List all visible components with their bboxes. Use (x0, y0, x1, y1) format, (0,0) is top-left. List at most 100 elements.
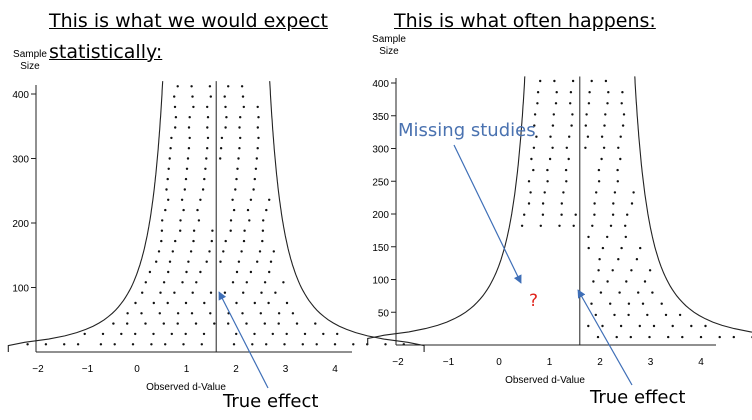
study-dot (539, 79, 542, 83)
study-dot (171, 250, 174, 253)
study-dot (209, 291, 213, 294)
true-effect-arrow-left (218, 291, 269, 389)
study-dot (268, 198, 271, 201)
study-dot (192, 229, 196, 232)
study-dot (601, 324, 604, 328)
study-dot (203, 177, 206, 181)
study-dot (236, 167, 239, 170)
study-dot (206, 147, 209, 150)
study-dot (596, 335, 600, 339)
study-dot (224, 239, 227, 243)
study-dot (523, 213, 526, 216)
study-dot (225, 116, 228, 119)
study-dot (186, 157, 190, 160)
study-dot (224, 105, 227, 109)
study-dot (232, 208, 236, 212)
study-dot (314, 322, 317, 325)
study-dot (184, 177, 188, 181)
study-dot (204, 167, 207, 170)
study-dot (620, 102, 623, 105)
study-dot (265, 208, 268, 212)
funnel-left-boundary (367, 76, 526, 345)
study-dot (240, 250, 243, 253)
study-dot (237, 260, 241, 263)
study-dot (277, 312, 281, 315)
study-dot (131, 343, 135, 346)
x-tick-label: −2 (32, 364, 44, 375)
study-dot (173, 291, 176, 294)
x-tick-label: 0 (496, 357, 502, 368)
study-dot (173, 95, 176, 98)
study-dot (245, 281, 248, 284)
study-dot (630, 202, 634, 205)
study-dot (597, 168, 601, 172)
study-dot (182, 208, 185, 212)
study-dot (190, 312, 194, 315)
study-dot (189, 250, 193, 253)
study-dot (169, 147, 172, 150)
study-dot (253, 177, 256, 181)
study-dot (150, 343, 153, 346)
study-dot (167, 198, 170, 201)
study-dot (161, 219, 164, 222)
study-dot (530, 157, 533, 161)
study-dot (256, 147, 259, 150)
x-tick-label: 3 (648, 357, 654, 368)
study-dot (600, 135, 604, 138)
study-dot (541, 213, 545, 216)
study-dot (256, 126, 259, 129)
study-dot (546, 180, 549, 183)
study-dot (199, 198, 202, 201)
study-dot (303, 332, 307, 336)
study-dot (237, 157, 240, 160)
study-dot (619, 324, 623, 328)
study-dot (690, 324, 693, 328)
study-dot (560, 213, 563, 216)
study-dot (239, 116, 242, 119)
study-dot (567, 157, 570, 161)
study-dot (258, 250, 262, 253)
study-dot (229, 229, 232, 232)
y-tick-label: 100 (12, 284, 29, 295)
study-dot (224, 126, 227, 129)
study-dot (238, 147, 241, 150)
study-dot (231, 198, 234, 201)
x-tick-label: 1 (184, 364, 190, 375)
study-dot (611, 213, 615, 216)
study-dot (162, 281, 166, 284)
study-dot (336, 332, 339, 336)
study-dot (664, 313, 668, 317)
study-dot (223, 95, 226, 98)
study-dot (257, 136, 260, 140)
study-dot (262, 219, 265, 222)
study-dot (206, 116, 210, 119)
study-dot (571, 79, 575, 83)
study-dot (699, 335, 703, 339)
study-dot (638, 324, 641, 328)
study-dot (184, 301, 188, 305)
study-dot (615, 335, 618, 339)
study-dot (621, 91, 624, 94)
study-dot (208, 250, 211, 253)
study-dot (166, 301, 169, 305)
study-dot (621, 124, 625, 127)
study-dot (651, 291, 654, 294)
study-dot (570, 124, 573, 127)
study-dot (243, 229, 246, 232)
true-effect-label-right: True effect (590, 387, 686, 408)
study-dot (616, 168, 619, 172)
study-dot (195, 281, 198, 284)
study-dot (384, 343, 387, 346)
study-dot (283, 343, 286, 346)
study-dot (588, 91, 591, 94)
study-dot (241, 95, 245, 98)
study-dot (648, 335, 651, 339)
study-dot (113, 343, 116, 346)
study-dot (148, 270, 152, 274)
study-dot (568, 135, 571, 138)
y-axis-title-line2: Size (379, 46, 399, 57)
study-dot (219, 157, 222, 160)
study-dot (543, 191, 546, 194)
study-dot (192, 239, 195, 243)
